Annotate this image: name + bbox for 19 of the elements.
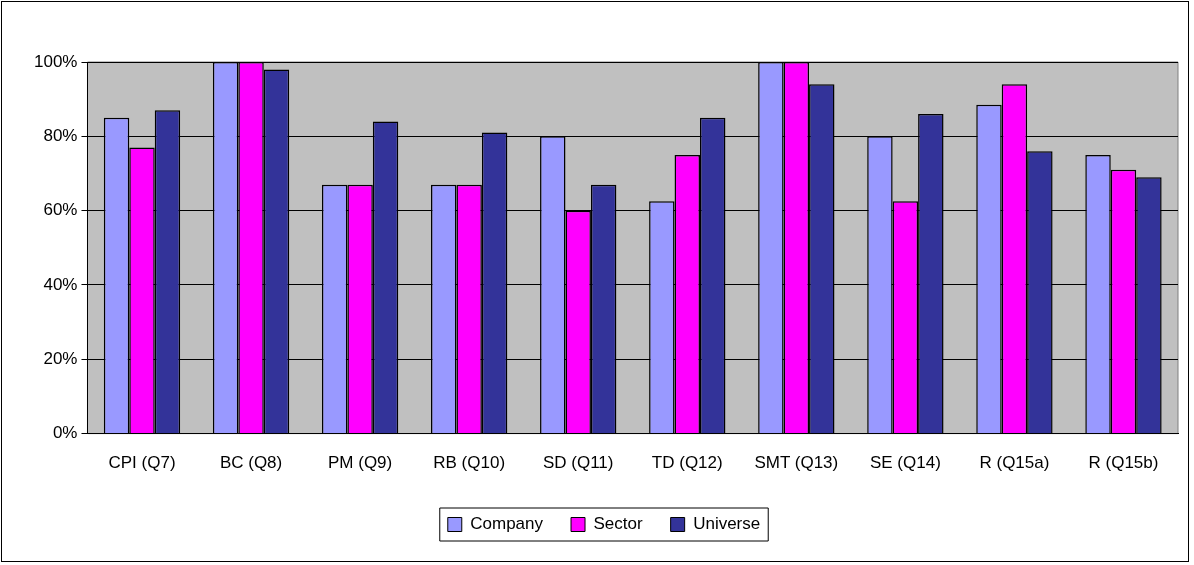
y-tick-label: 40%	[43, 274, 78, 294]
x-tick-label: SD (Q11)	[542, 453, 614, 473]
y-tick-label: 0%	[52, 423, 78, 443]
x-tick-label: TD (Q12)	[651, 453, 723, 473]
x-tick-label: SE (Q14)	[869, 453, 941, 473]
x-tick-label: R (Q15a)	[979, 453, 1050, 473]
y-tick-label: 100%	[34, 51, 78, 71]
x-tick-label: RB (Q10)	[433, 453, 506, 473]
x-tick-label: BC (Q8)	[219, 453, 283, 473]
legend-label: Universe	[693, 514, 761, 534]
legend-label: Sector	[593, 514, 643, 534]
y-tick-label: 20%	[43, 348, 78, 368]
x-tick-label: R (Q15b)	[1088, 453, 1159, 473]
y-tick-label: 60%	[43, 200, 78, 220]
y-tick-label: 80%	[43, 126, 78, 146]
x-tick-label: SMT (Q13)	[754, 453, 839, 473]
x-tick-label: CPI (Q7)	[108, 453, 176, 473]
x-tick-label: PM (Q9)	[327, 453, 393, 473]
legend-label: Company	[470, 514, 544, 534]
